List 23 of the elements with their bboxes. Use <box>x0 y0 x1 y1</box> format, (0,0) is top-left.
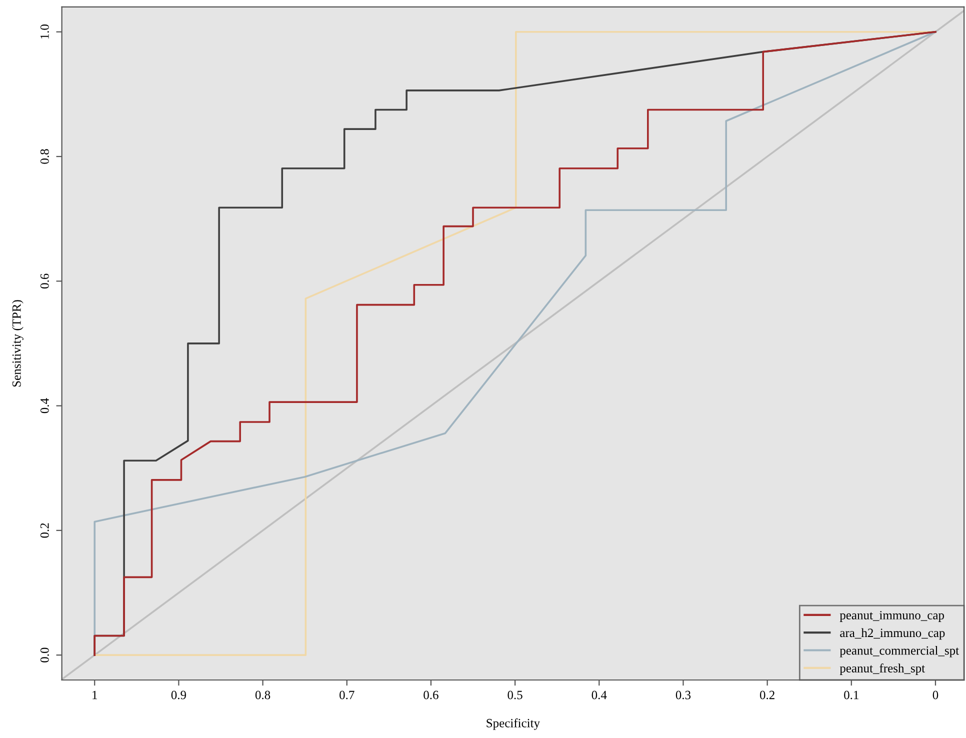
y-tick-label: 1.0 <box>40 24 49 39</box>
y-tick-label: 0.0 <box>40 648 49 662</box>
legend-label: peanut_commercial_spt <box>840 646 959 658</box>
x-tick-label: 0.3 <box>676 690 691 700</box>
x-tick-label: 0.9 <box>171 690 186 700</box>
y-tick-label: 0.4 <box>40 398 49 414</box>
x-tick-label: 1 <box>92 690 97 700</box>
x-tick-label: 0.2 <box>760 690 774 700</box>
y-tick-label: 0.8 <box>40 149 49 164</box>
x-tick-label: 0.5 <box>508 690 522 700</box>
legend-label: ara_h2_immuno_cap <box>840 628 945 640</box>
y-tick-label: 0.2 <box>40 523 49 538</box>
x-tick-label: 0 <box>932 690 938 700</box>
x-tick-label: 0.1 <box>844 690 858 700</box>
legend-label: peanut_fresh_spt <box>840 664 925 675</box>
legend-label: peanut_immuno_cap <box>840 611 944 622</box>
y-tick-label: 0.6 <box>40 274 49 288</box>
x-tick-label: 0.6 <box>424 690 438 700</box>
x-tick-label: 0.8 <box>255 690 270 700</box>
x-axis-title: Specificity <box>486 718 540 730</box>
x-tick-label: 0.7 <box>340 690 354 700</box>
y-axis-title: Sensitivity (TPR) <box>12 300 24 387</box>
x-tick-label: 0.4 <box>592 690 607 700</box>
